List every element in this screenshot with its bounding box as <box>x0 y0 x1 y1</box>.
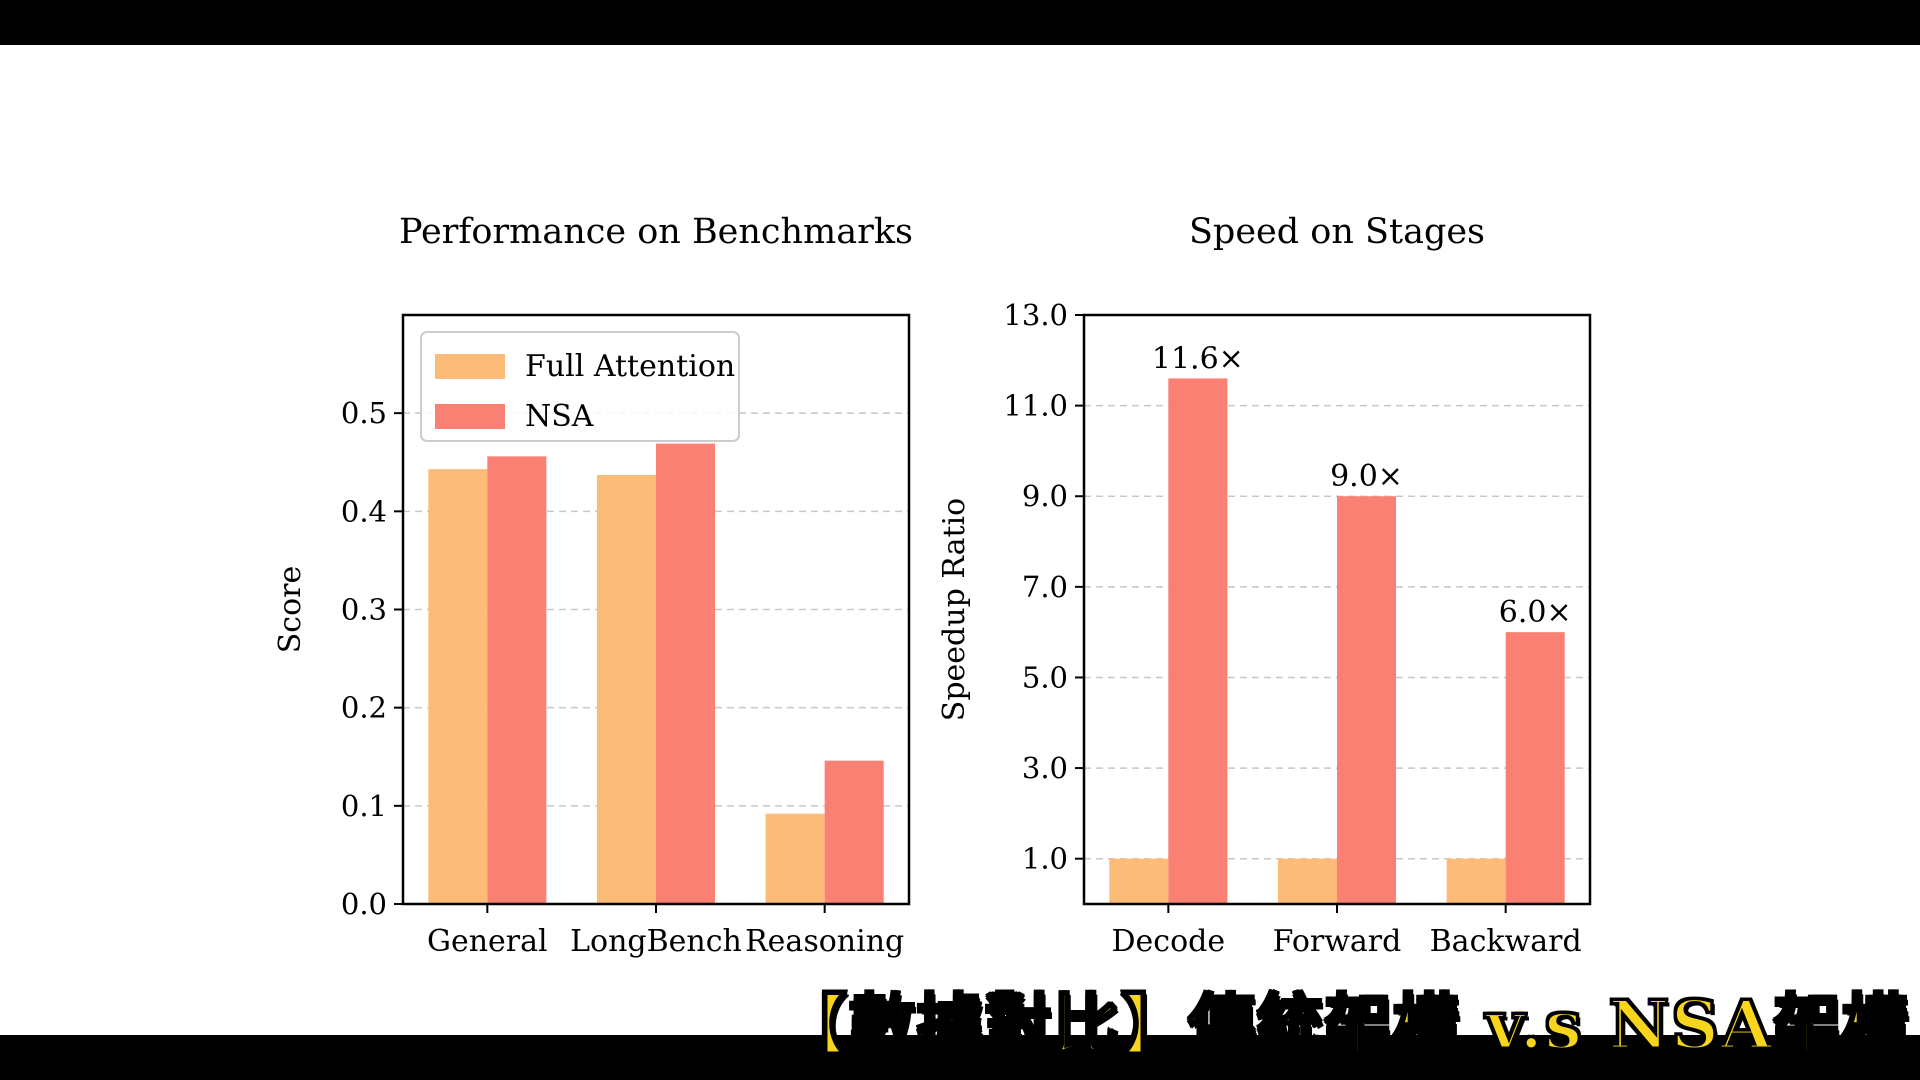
y-tick-label: 11.0 <box>1003 389 1068 423</box>
data-label: 9.0× <box>1330 459 1403 494</box>
x-tick-label: LongBench <box>570 924 742 959</box>
y-axis-label: Score <box>273 566 308 654</box>
bar-full-attention <box>1109 858 1169 904</box>
legend-swatch <box>435 404 505 429</box>
y-tick-label: 0.5 <box>341 396 387 430</box>
data-label: 11.6× <box>1152 341 1244 376</box>
y-tick-label: 0.3 <box>341 593 387 627</box>
chart-title: Performance on Benchmarks <box>399 212 913 252</box>
bar-nsa <box>1168 378 1228 904</box>
y-tick-label: 13.0 <box>1003 298 1068 332</box>
bar-nsa <box>487 456 547 904</box>
y-tick-label: 7.0 <box>1022 570 1068 604</box>
data-label: 6.0× <box>1499 595 1572 630</box>
x-tick-label: Backward <box>1430 924 1582 959</box>
x-tick-label: Forward <box>1273 924 1402 959</box>
legend-swatch <box>435 354 505 379</box>
bar-full-attention <box>1277 858 1337 904</box>
letterbox-top-bar <box>0 0 1920 45</box>
y-tick-label: 3.0 <box>1022 751 1068 785</box>
bar-nsa <box>824 760 884 904</box>
bar-nsa <box>1337 496 1397 904</box>
y-axis-label: Speedup Ratio <box>937 498 972 721</box>
x-tick-label: Decode <box>1112 924 1226 959</box>
legend-label: Full Attention <box>525 349 735 384</box>
bar-full-attention <box>596 475 656 904</box>
x-tick-label: General <box>427 924 548 959</box>
y-tick-label: 5.0 <box>1022 660 1068 694</box>
x-tick-label: Reasoning <box>745 924 904 959</box>
y-tick-label: 0.4 <box>341 494 387 528</box>
bar-full-attention <box>428 469 488 904</box>
bar-nsa <box>656 443 716 904</box>
letterbox-bottom-bar <box>0 1035 1920 1080</box>
y-tick-label: 1.0 <box>1022 842 1068 876</box>
bar-nsa <box>1505 632 1565 904</box>
bar-full-attention <box>765 813 825 904</box>
y-tick-label: 0.1 <box>341 789 387 823</box>
y-tick-label: 0.2 <box>341 691 387 725</box>
y-tick-label: 0.0 <box>341 887 387 921</box>
video-caption: 【數據對比】傳統架構 v.s NSA架構 <box>780 985 1910 1066</box>
y-tick-label: 9.0 <box>1022 479 1068 513</box>
bar-full-attention <box>1446 858 1506 904</box>
legend-label: NSA <box>525 399 594 434</box>
chart-title: Speed on Stages <box>1189 212 1485 252</box>
